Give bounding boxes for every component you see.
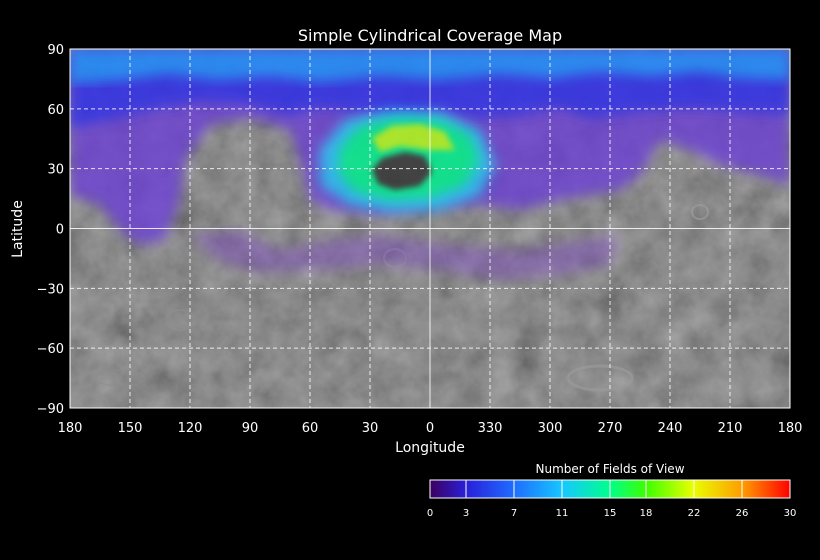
longitude-tick-label: 60 [302,421,319,436]
latitude-tick-label: 90 [47,43,64,58]
colorbar-tick-label: 18 [640,508,653,519]
colorbar-title: Number of Fields of View [535,462,684,476]
longitude-tick-labels: 180 150 120 90 60 30 0 330 300 270 240 210 180 [58,421,803,436]
longitude-tick-label: 150 [118,421,143,436]
latitude-tick-label: 60 [47,103,64,118]
longitude-tick-label: 90 [242,421,259,436]
longitude-tick-label: 30 [362,421,379,436]
coverage-hotspot-yellow [372,124,455,152]
coverage-band-equator [190,230,620,280]
colorbar-tick-label: 26 [736,508,749,519]
colorbar-tick-label: 3 [463,508,469,519]
latitude-tick-labels: 90 60 30 0 −30 −60 −90 [37,43,64,417]
longitude-tick-label: 300 [538,421,563,436]
longitude-tick-label: 240 [658,421,683,436]
x-axis-label: Longitude [395,440,465,456]
longitude-tick-label: 270 [598,421,623,436]
colorbar-tick-label: 15 [604,508,617,519]
map-grid [70,49,790,408]
y-axis-label: Latitude [10,200,26,258]
colorbar-tick-label: 30 [784,508,797,519]
longitude-tick-label: 0 [426,421,434,436]
longitude-tick-label: 120 [178,421,203,436]
colorbar-tick-label: 11 [556,508,569,519]
map-frame [69,48,791,409]
crater [566,364,634,392]
longitude-tick-label: 210 [718,421,743,436]
crater [691,204,709,220]
colorbar-ticks [465,480,743,498]
colorbar: Number of Fields of View 0 3 7 11 15 18 22 26 30 [427,462,797,519]
colorbar-tick-labels: 0 3 7 11 15 18 22 26 30 [427,508,797,519]
map-title: Simple Cylindrical Coverage Map [298,26,562,45]
latitude-tick-label: 30 [47,163,64,178]
latitude-tick-label: −30 [37,282,64,297]
coverage-hole [372,152,432,190]
crater [95,369,145,387]
crater [165,309,195,331]
latitude-tick-label: −60 [37,342,64,357]
longitude-tick-label: 180 [58,421,83,436]
colorbar-tick-label: 7 [511,508,517,519]
longitude-tick-label: 330 [478,421,503,436]
longitude-tick-label: 180 [778,421,803,436]
colorbar-tick-label: 22 [688,508,701,519]
latitude-tick-label: 0 [56,223,64,238]
colorbar-tick-label: 0 [427,508,433,519]
latitude-tick-label: −90 [37,402,64,417]
